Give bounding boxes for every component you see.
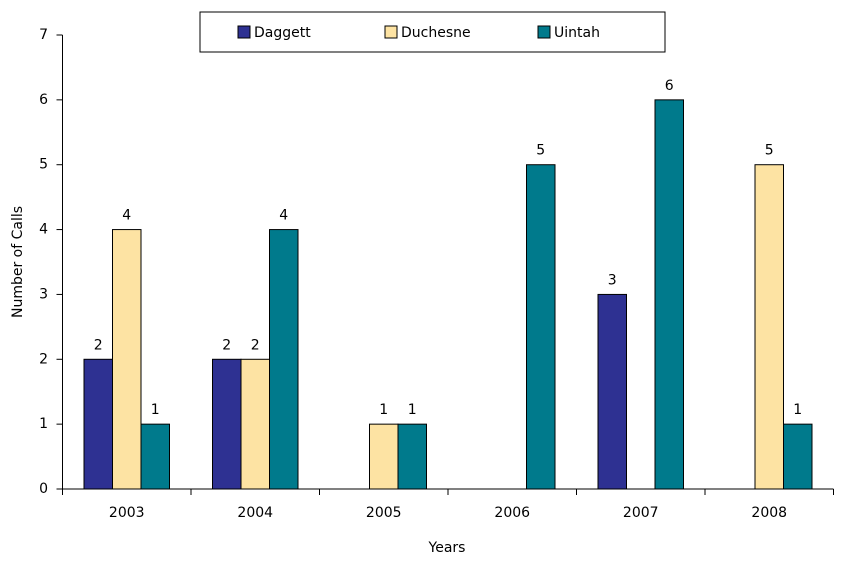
y-tick-label: 1: [39, 416, 48, 432]
value-label: 4: [279, 208, 288, 224]
legend-swatch: [237, 25, 251, 39]
legend-label: Daggett: [254, 25, 311, 41]
y-tick-label: 0: [39, 481, 48, 497]
value-label: 5: [765, 143, 774, 159]
value-label: 1: [793, 402, 802, 418]
x-tick-label: 2007: [623, 505, 659, 521]
legend-box: [199, 11, 666, 53]
y-tick-label: 2: [39, 351, 48, 367]
y-axis-label: Number of Calls: [10, 206, 26, 318]
value-label: 2: [222, 337, 231, 353]
value-label: 1: [379, 402, 388, 418]
legend-label: Uintah: [554, 25, 600, 41]
value-label: 4: [122, 208, 131, 224]
bar: [783, 423, 813, 490]
x-tick-label: 2006: [494, 505, 530, 521]
y-tick-label: 6: [39, 92, 48, 108]
bar: [526, 164, 556, 490]
legend-swatch: [537, 25, 551, 39]
y-tick-label: 5: [39, 157, 48, 173]
bar: [369, 423, 399, 490]
bar: [269, 229, 299, 490]
value-label: 2: [94, 337, 103, 353]
x-tick-label: 2004: [237, 505, 273, 521]
value-label: 3: [608, 272, 617, 288]
y-tick-label: 4: [39, 222, 48, 238]
value-label: 2: [251, 337, 260, 353]
x-axis-label: Years: [428, 540, 466, 556]
bar: [754, 164, 784, 490]
y-tick-label: 3: [39, 286, 48, 302]
x-tick-label: 2005: [366, 505, 402, 521]
value-label: 1: [151, 402, 160, 418]
x-tick-label: 2003: [109, 505, 145, 521]
legend-label: Duchesne: [401, 25, 471, 41]
value-label: 6: [665, 78, 674, 94]
bar: [597, 293, 627, 490]
x-tick-label: 2008: [751, 505, 787, 521]
bar: [212, 358, 242, 490]
bar: [654, 99, 684, 490]
bar: [83, 358, 113, 490]
bar: [140, 423, 170, 490]
y-tick-label: 7: [39, 27, 48, 43]
bar: [397, 423, 427, 490]
bar: [112, 229, 142, 490]
legend-swatch: [384, 25, 398, 39]
value-label: 1: [408, 402, 417, 418]
value-label: 5: [536, 143, 545, 159]
bar: [240, 358, 270, 490]
